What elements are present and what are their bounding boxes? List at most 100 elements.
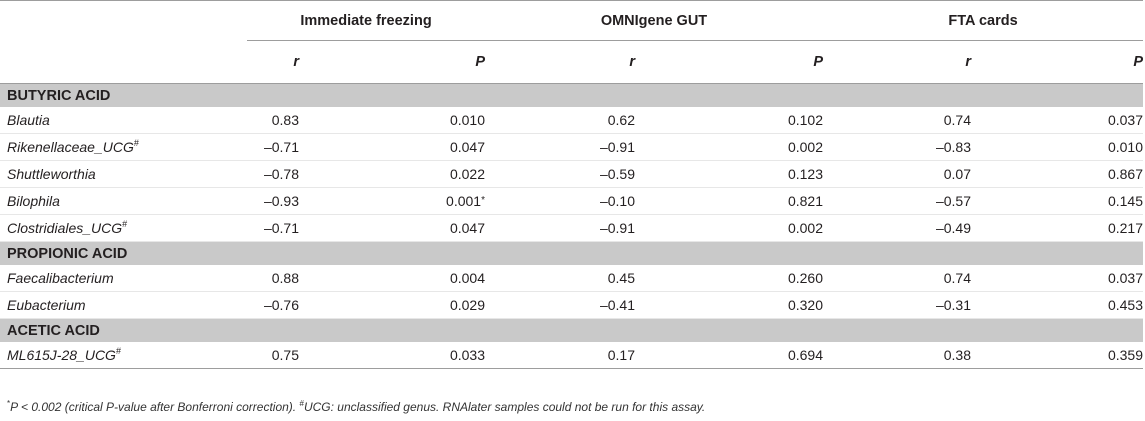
value-fta-p: 0.010	[1107, 139, 1143, 155]
cell-og-p: 0.002	[635, 133, 823, 161]
cell-if-p: 0.047	[299, 214, 485, 242]
value-fta-p: 0.145	[1107, 193, 1143, 209]
table-row: Bilophila –0.93 0.001* –0.10 0.821 –0.57 0.145	[0, 187, 1143, 215]
table-row: Eubacterium –0.76 0.029 –0.41 0.320 –0.31 0.45…	[0, 291, 1143, 319]
cell-og-p: 0.260	[635, 265, 823, 292]
cell-fta-p: 0.453	[971, 291, 1143, 319]
table-row: Rikenellaceae_UCG# –0.71 0.047 –0.91 0.002 –0…	[0, 133, 1143, 161]
cell-if-p: 0.001*	[299, 187, 485, 215]
genus-name-text: Clostridiales_UCG	[7, 220, 123, 236]
genus-name: Eubacterium	[0, 291, 247, 319]
cell-if-r: 0.75	[247, 342, 299, 369]
cell-fta-r: 0.74	[823, 107, 971, 134]
significance-mark: *	[481, 195, 485, 206]
cell-og-r: –0.41	[485, 291, 635, 319]
group-header-row: Immediate freezing OMNIgene GUT FTA card…	[0, 1, 1143, 41]
cell-if-p: 0.047	[299, 133, 485, 161]
section-row: PROPIONIC ACID	[0, 241, 1143, 265]
cell-fta-p: 0.867	[971, 160, 1143, 188]
value-fta-r: 0.74	[943, 270, 971, 286]
value-fta-r: 0.07	[943, 166, 971, 182]
genus-superscript: #	[122, 219, 128, 229]
value-fta-r: –0.83	[935, 139, 971, 155]
subheader-p: P	[971, 40, 1143, 84]
value-if-r: –0.71	[263, 220, 299, 236]
cell-if-p: 0.004	[299, 265, 485, 292]
table-row: Clostridiales_UCG# –0.71 0.047 –0.91 0.002 –0…	[0, 214, 1143, 242]
value-if-r: 0.83	[271, 112, 299, 128]
genus-superscript: #	[115, 346, 121, 356]
cell-if-p: 0.022	[299, 160, 485, 188]
value-og-r: –0.41	[599, 297, 635, 313]
cell-og-r: –0.91	[485, 133, 635, 161]
value-og-r: –0.10	[599, 193, 635, 209]
genus-name: Blautia	[0, 107, 247, 134]
cell-og-r: –0.59	[485, 160, 635, 188]
cell-fta-r: –0.49	[823, 214, 971, 242]
value-og-p: 0.123	[787, 166, 823, 182]
cell-og-p: 0.102	[635, 107, 823, 134]
value-og-r: 0.45	[607, 270, 635, 286]
section-title: BUTYRIC ACID	[0, 83, 1143, 107]
cell-fta-r: –0.31	[823, 291, 971, 319]
cell-if-r: 0.88	[247, 265, 299, 292]
group-header-immediate-freezing: Immediate freezing	[247, 1, 485, 41]
genus-name: ML615J-28_UCG#	[0, 342, 247, 369]
genus-name: Rikenellaceae_UCG#	[0, 133, 247, 161]
section-title: PROPIONIC ACID	[0, 241, 1143, 265]
table-row: Shuttleworthia –0.78 0.022 –0.59 0.123 0.07 0.…	[0, 160, 1143, 188]
value-if-p: 0.029	[449, 297, 485, 313]
value-og-p: 0.002	[787, 139, 823, 155]
group-header-omnigene-gut: OMNIgene GUT	[485, 1, 823, 41]
cell-if-p: 0.029	[299, 291, 485, 319]
cell-if-r: 0.83	[247, 107, 299, 134]
value-fta-r: –0.57	[935, 193, 971, 209]
value-og-r: 0.17	[607, 347, 635, 363]
cell-if-p: 0.033	[299, 342, 485, 369]
genus-name: Bilophila	[0, 187, 247, 215]
cell-og-r: –0.91	[485, 214, 635, 242]
value-og-p: 0.320	[787, 297, 823, 313]
value-if-r: 0.88	[271, 270, 299, 286]
cell-if-r: –0.71	[247, 214, 299, 242]
cell-fta-p: 0.037	[971, 107, 1143, 134]
footnote-text-1: P < 0.002 (critical P-value after Bonfer…	[10, 400, 297, 414]
cell-og-p: 0.002	[635, 214, 823, 242]
cell-og-p: 0.821	[635, 187, 823, 215]
cell-fta-r: –0.57	[823, 187, 971, 215]
value-fta-p: 0.217	[1107, 220, 1143, 236]
table-row: ML615J-28_UCG# 0.75 0.033 0.17 0.694 0.38 0.35…	[0, 342, 1143, 369]
footnote-star: *	[7, 399, 11, 408]
genus-name: Shuttleworthia	[0, 160, 247, 188]
cell-if-r: –0.71	[247, 133, 299, 161]
value-if-p: 0.047	[449, 139, 485, 155]
footnote-hash: #	[299, 399, 304, 408]
genus-name-text: Shuttleworthia	[7, 166, 96, 182]
genus-name-text: Blautia	[7, 112, 50, 128]
correlation-table: Immediate freezing OMNIgene GUT FTA card…	[0, 0, 1143, 369]
cell-og-p: 0.694	[635, 342, 823, 369]
cell-fta-r: –0.83	[823, 133, 971, 161]
value-if-p: 0.033	[449, 347, 485, 363]
cell-og-r: 0.62	[485, 107, 635, 134]
value-fta-p: 0.453	[1107, 297, 1143, 313]
value-if-r: –0.76	[263, 297, 299, 313]
subheader-r: r	[247, 40, 299, 84]
cell-fta-p: 0.217	[971, 214, 1143, 242]
cell-fta-p: 0.037	[971, 265, 1143, 292]
footnote-text-2: UCG: unclassified genus. RNAlater sample…	[303, 400, 706, 414]
subheader-p: P	[299, 40, 485, 84]
subheader-r: r	[485, 40, 635, 84]
section-row: BUTYRIC ACID	[0, 83, 1143, 107]
value-fta-p: 0.359	[1107, 347, 1143, 363]
cell-fta-r: 0.74	[823, 265, 971, 292]
value-if-r: –0.93	[263, 193, 299, 209]
cell-if-r: –0.78	[247, 160, 299, 188]
cell-fta-r: 0.07	[823, 160, 971, 188]
subheader-row: r P r P r P	[0, 40, 1143, 84]
cell-og-r: 0.17	[485, 342, 635, 369]
cell-og-p: 0.123	[635, 160, 823, 188]
subheader-p: P	[635, 40, 823, 84]
value-if-r: 0.75	[271, 347, 299, 363]
value-og-r: –0.59	[599, 166, 635, 182]
